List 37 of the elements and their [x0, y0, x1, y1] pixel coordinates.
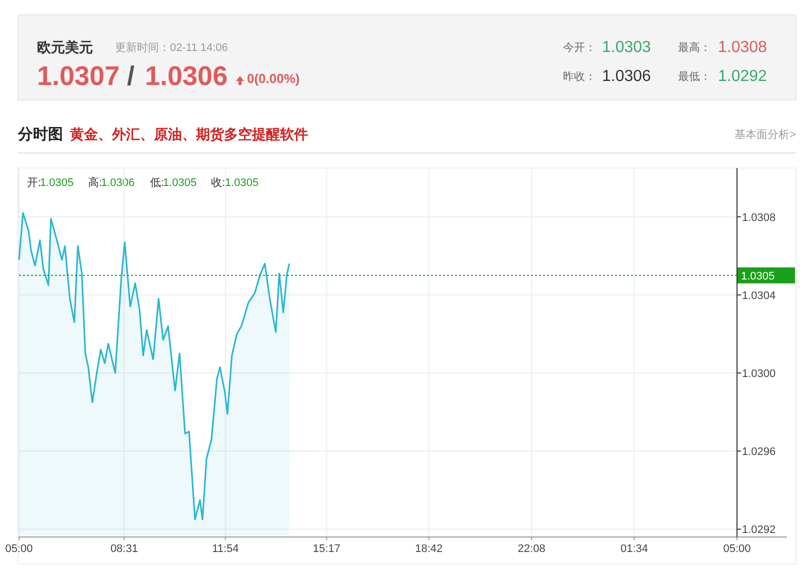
text: 0(0.00%)	[247, 71, 300, 86]
x-tick-label: 05:00	[723, 543, 751, 555]
text: 今开：	[563, 42, 596, 54]
y-tick-label: 1.0296	[742, 446, 776, 458]
annotation: 1.0305	[225, 177, 259, 189]
text: /	[127, 61, 135, 91]
text: 最低：	[678, 71, 711, 83]
y-tick-label: 1.0308	[742, 212, 776, 224]
x-tick-label: 08:31	[110, 543, 138, 555]
x-tick-label: 01:34	[620, 543, 648, 555]
x-tick-label: 22:08	[518, 543, 546, 555]
text: 1.0306	[602, 68, 652, 85]
annotation: 高:	[88, 176, 102, 189]
y-tick-label: 1.0304	[742, 290, 776, 302]
text: 基本面分析>	[734, 128, 796, 141]
x-tick-label: 05:00	[5, 543, 33, 555]
x-tick-label: 18:42	[415, 543, 443, 555]
text: 昨收：	[563, 71, 596, 83]
text: 最高：	[678, 41, 711, 54]
annotation: 1.0305	[163, 177, 197, 189]
x-tick-label: 11:54	[212, 543, 239, 555]
ref-line-label: 1.0305	[741, 270, 775, 282]
annotation: 低:	[150, 177, 164, 189]
x-tick-label: 15:17	[312, 543, 340, 555]
chart-title: 分时图	[17, 126, 63, 143]
text: 1.0307	[37, 61, 120, 91]
annotation: 收:	[211, 177, 226, 189]
chart-subtitle: 黄金、外汇、原油、期货多空提醒软件	[69, 126, 308, 142]
text: 欧元美元	[37, 39, 93, 55]
annotation: 1.0305	[40, 177, 74, 189]
y-tick-label: 1.0292	[742, 524, 776, 536]
text: 1.0306	[145, 61, 228, 91]
text: 1.0303	[602, 39, 652, 56]
text: 更新时间：02-11 14:06	[115, 41, 228, 54]
annotation: 开:	[27, 177, 42, 189]
annotation: 1.0306	[101, 177, 135, 189]
y-tick-label: 1.0300	[742, 368, 776, 380]
